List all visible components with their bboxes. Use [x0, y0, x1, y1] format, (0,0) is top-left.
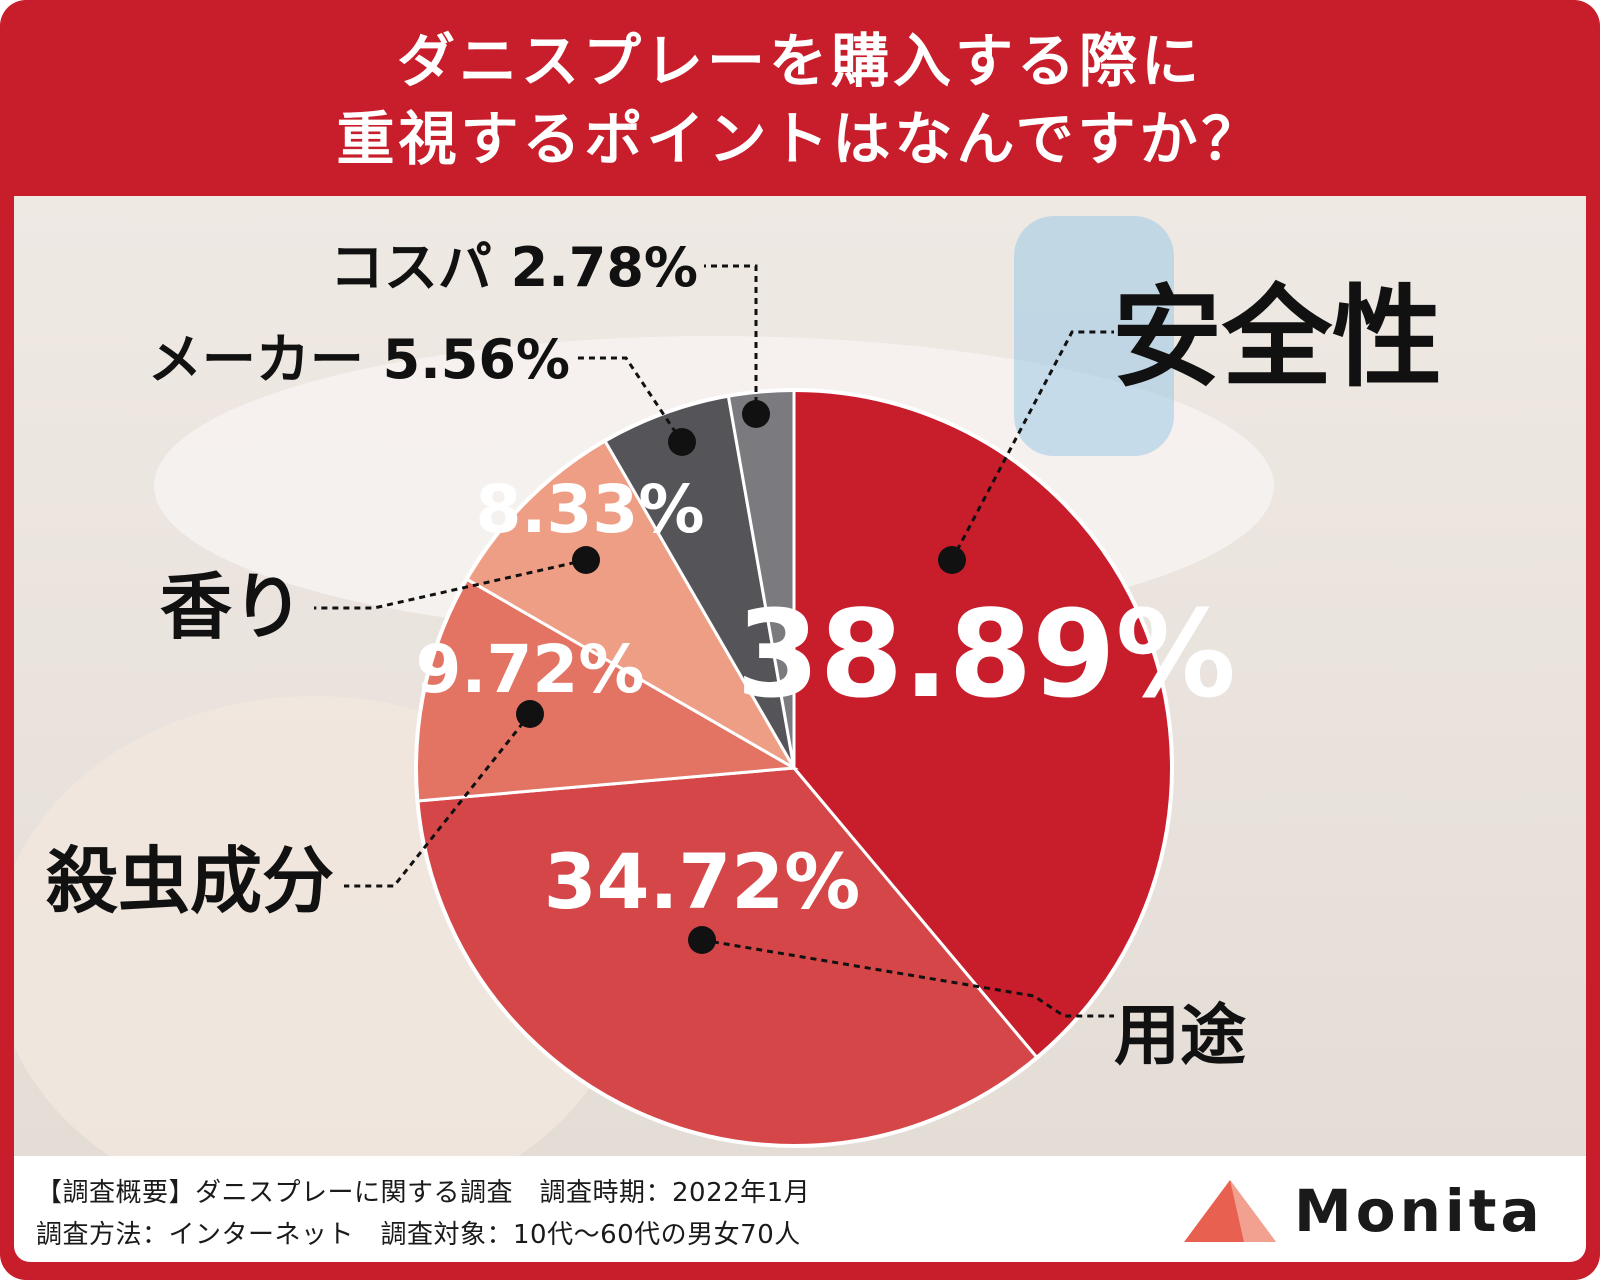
- title-line-2: 重視するポイントはなんですか？: [336, 105, 1264, 173]
- brand-name: Monita: [1294, 1177, 1544, 1245]
- category-label-insecticide: 殺虫成分: [46, 839, 334, 923]
- footer: 【調査概要】ダニスプレーに関する調査 調査時期：2022年1月 調査方法：インタ…: [14, 1156, 1586, 1262]
- value-label-safety: 38.89%: [736, 586, 1236, 725]
- survey-summary-line-2: 調査方法：インターネット 調査対象：10代〜60代の男女70人: [36, 1220, 801, 1250]
- background-cap: [1014, 216, 1174, 456]
- value-label-fragrance: 8.33%: [476, 471, 705, 548]
- pie-outline: [414, 388, 1174, 1148]
- survey-summary-line-1: 【調査概要】ダニスプレーに関する調査 調査時期：2022年1月: [36, 1178, 811, 1208]
- leader-line: [704, 264, 758, 414]
- chart-title: ダニスプレーを購入する際に 重視するポイントはなんですか？: [0, 22, 1600, 178]
- category-label-safety: 安全性: [1112, 274, 1442, 402]
- brand-triangle-icon: [1184, 1180, 1276, 1242]
- leader-dot: [938, 546, 966, 574]
- category-label-maker: メーカー 5.56%: [148, 328, 570, 391]
- category-label-fragrance: 香り: [160, 565, 304, 649]
- leader-line: [314, 558, 587, 610]
- leader-line: [701, 938, 1114, 1018]
- title-line-1: ダニスプレーを購入する際に: [396, 27, 1203, 95]
- chart-panel: 安全性 38.89% 用途 34.72% 殺虫成分 9.72% 香り 8.33% メーカー 5.…: [14, 196, 1586, 1156]
- category-label-cost-performance: コスパ 2.78%: [330, 236, 698, 299]
- leader-dot: [742, 400, 770, 428]
- leader-dot: [516, 700, 544, 728]
- leader-line: [950, 330, 1114, 561]
- leader-dot: [668, 428, 696, 456]
- pie-chart: 安全性 38.89% 用途 34.72% 殺虫成分 9.72% 香り 8.33% メーカー 5.…: [14, 216, 1442, 1156]
- leader-dot: [572, 546, 600, 574]
- value-label-insecticide: 9.72%: [416, 631, 645, 708]
- leader-dot: [688, 926, 716, 954]
- category-label-usage: 用途: [1114, 997, 1246, 1074]
- value-label-usage: 34.72%: [544, 837, 861, 926]
- brand-logo: Monita: [1184, 1176, 1574, 1246]
- leader-line: [574, 356, 684, 443]
